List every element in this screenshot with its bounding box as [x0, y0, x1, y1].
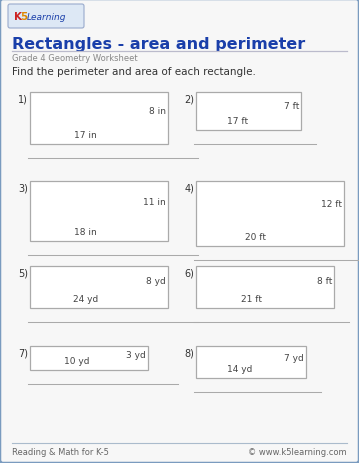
Text: 24 yd: 24 yd	[73, 294, 98, 303]
Text: 3): 3)	[18, 184, 28, 194]
Text: Learning: Learning	[27, 13, 66, 21]
Text: 18 in: 18 in	[74, 227, 97, 237]
Text: 4): 4)	[184, 184, 194, 194]
Text: 5: 5	[20, 12, 27, 22]
Text: 3 yd: 3 yd	[126, 350, 146, 359]
Bar	[196, 181, 344, 246]
Text: 17 ft: 17 ft	[228, 117, 248, 126]
Text: 8 in: 8 in	[149, 106, 166, 115]
Bar	[196, 346, 306, 378]
Text: 1): 1)	[18, 95, 28, 105]
Text: 5): 5)	[18, 269, 28, 278]
Text: 14 yd: 14 yd	[227, 364, 253, 373]
Text: K: K	[14, 12, 22, 22]
Text: 8 ft: 8 ft	[317, 276, 332, 286]
FancyBboxPatch shape	[8, 5, 84, 29]
Text: 11 in: 11 in	[143, 198, 166, 207]
Text: Grade 4 Geometry Worksheet: Grade 4 Geometry Worksheet	[12, 54, 137, 63]
Text: 20 ft: 20 ft	[245, 232, 266, 242]
Text: Reading & Math for K-5: Reading & Math for K-5	[12, 447, 109, 456]
Bar	[30, 266, 168, 308]
Text: 8): 8)	[184, 348, 194, 358]
Text: 8 yd: 8 yd	[146, 276, 166, 286]
Text: © www.k5learning.com: © www.k5learning.com	[248, 447, 347, 456]
Bar	[196, 266, 334, 308]
Text: 7): 7)	[18, 348, 28, 358]
Text: 7 ft: 7 ft	[284, 101, 299, 111]
Text: 7 yd: 7 yd	[284, 353, 304, 362]
Text: 2): 2)	[184, 95, 194, 105]
Text: Rectangles - area and perimeter: Rectangles - area and perimeter	[12, 37, 305, 52]
Bar	[30, 93, 168, 144]
Text: 17 in: 17 in	[74, 131, 97, 140]
Bar	[30, 181, 168, 242]
Text: 12 ft: 12 ft	[321, 200, 342, 209]
Text: Find the perimeter and area of each rectangle.: Find the perimeter and area of each rect…	[12, 67, 256, 77]
Bar	[30, 346, 148, 370]
Text: 6): 6)	[184, 269, 194, 278]
Text: 21 ft: 21 ft	[241, 294, 262, 303]
Bar	[196, 93, 301, 131]
Text: 10 yd: 10 yd	[65, 356, 90, 365]
